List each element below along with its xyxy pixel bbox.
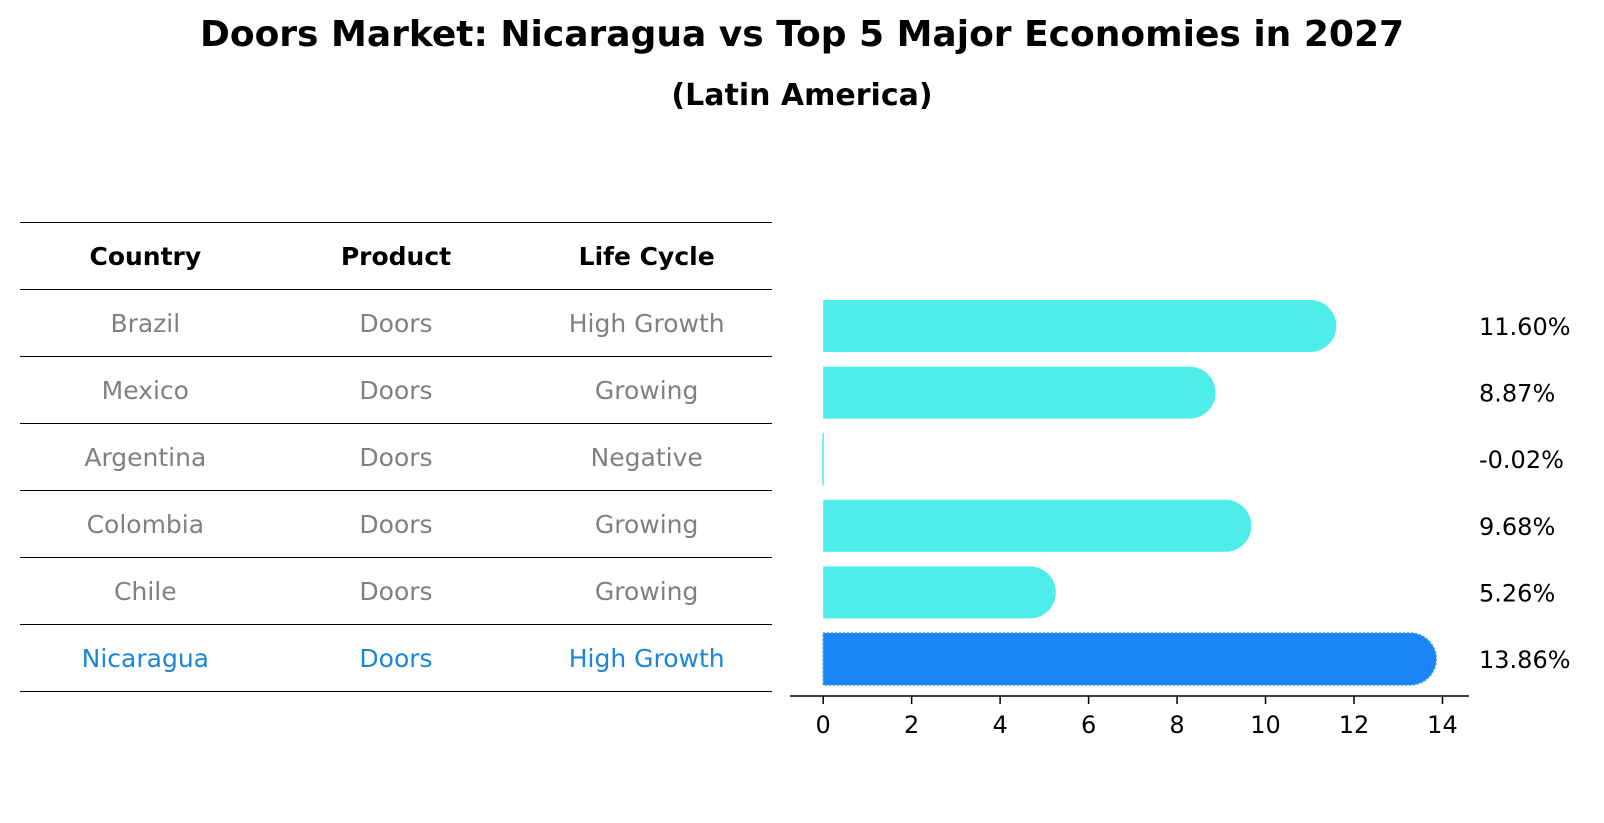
chart-subtitle: (Latin America) [671,78,933,113]
table-row-highlighted: Nicaragua Doors High Growth [20,624,772,692]
cell-life-cycle: Growing [521,356,772,424]
cell-country: Mexico [20,356,271,424]
value-label-brazil: 11.60% [1479,313,1571,341]
cell-life-cycle: Growing [521,557,772,625]
cell-life-cycle: High Growth [521,624,772,692]
x-tick-label: 14 [1427,711,1458,739]
bar-argentina [822,433,824,486]
header-life-cycle: Life Cycle [521,222,772,290]
value-label-colombia: 9.68% [1479,513,1555,541]
cell-product: Doors [270,557,522,625]
value-label-nicaragua: 13.86% [1479,646,1571,674]
x-tick-label: 2 [904,711,919,739]
table-header-row: Country Product Life Cycle [20,222,772,290]
value-label-argentina: -0.02% [1479,446,1564,474]
bar-mexico [823,366,1216,419]
x-tick-label: 8 [1169,711,1184,739]
x-tick-label: 6 [1081,711,1096,739]
bar-nicaragua [822,632,1438,686]
cell-product: Doors [270,624,522,692]
cell-country: Colombia [20,490,271,558]
cell-product: Doors [270,423,522,491]
x-tick-label: 4 [992,711,1007,739]
x-tick-label: 10 [1250,711,1281,739]
header-product: Product [270,222,522,290]
bar-colombia [823,499,1252,552]
table-row: Colombia Doors Growing [20,490,772,558]
x-tick-label: 0 [816,711,831,739]
cell-life-cycle: High Growth [521,289,772,357]
table-row: Brazil Doors High Growth [20,289,772,357]
cell-country: Chile [20,557,271,625]
table-row: Argentina Doors Negative [20,423,772,491]
cell-country: Argentina [20,423,271,491]
value-label-mexico: 8.87% [1479,380,1555,408]
value-label-chile: 5.26% [1479,579,1555,607]
table-row: Chile Doors Growing [20,557,772,625]
cell-life-cycle: Growing [521,490,772,558]
x-tick-label: 12 [1339,711,1370,739]
cell-product: Doors [270,490,522,558]
bar-chile [823,566,1056,619]
cell-product: Doors [270,289,522,357]
cell-country: Brazil [20,289,271,357]
market-table: Country Product Life Cycle Brazil Doors … [20,222,772,692]
bar-brazil [823,300,1337,352]
cell-product: Doors [270,356,522,424]
cell-country: Nicaragua [20,624,271,692]
cell-life-cycle: Negative [521,423,772,491]
table-row: Mexico Doors Growing [20,356,772,424]
header-country: Country [20,222,271,290]
chart-title: Doors Market: Nicaragua vs Top 5 Major E… [199,14,1405,55]
